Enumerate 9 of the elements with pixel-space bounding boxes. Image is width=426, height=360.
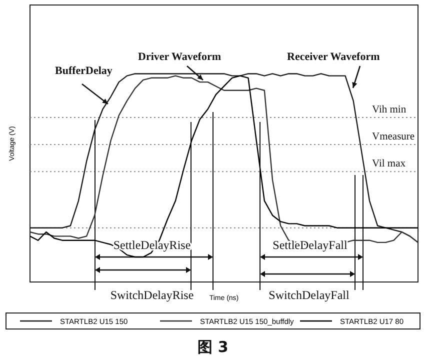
ref-line-label: Vmeasure	[372, 132, 415, 143]
annotation: BufferDelay	[55, 65, 113, 77]
text: Driver Waveform	[138, 51, 221, 63]
ref-line-label: Vih min	[372, 104, 407, 116]
text: SwitchDelayRise	[110, 288, 194, 302]
ref-line-label: Vil max	[372, 158, 406, 170]
text: Receiver Waveform	[287, 51, 380, 63]
caption: 图 3	[198, 338, 228, 356]
text: SwitchDelayFall	[268, 288, 350, 302]
